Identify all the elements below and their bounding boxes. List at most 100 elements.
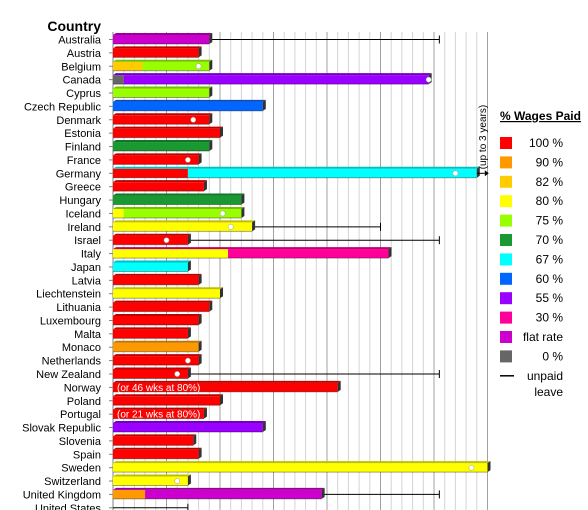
bar-segment [113, 235, 188, 245]
country-row: Norway (or 46 wks at 80%) [64, 380, 341, 394]
bar-side-face [209, 86, 213, 98]
bar-top-face [113, 140, 213, 143]
bar-segment [113, 155, 199, 165]
bar-side-face [262, 421, 266, 433]
legend-label: leave [534, 385, 563, 399]
bar-side-face [193, 434, 197, 446]
legend-swatch [500, 272, 512, 285]
bar-segment [113, 342, 199, 352]
bar-top-face [113, 126, 223, 129]
country-row: Canada [62, 73, 432, 87]
legend-swatch [500, 350, 512, 363]
marker-dot [163, 237, 170, 244]
country-label: Israel [74, 235, 101, 247]
country-row: Latvia [72, 273, 202, 287]
country-label: Sweden [61, 463, 101, 475]
legend-label: flat rate [523, 330, 563, 344]
bar-segment [113, 75, 124, 85]
bar-segment [228, 249, 389, 259]
bar-top-face [113, 86, 213, 89]
marker-dot [185, 357, 191, 364]
legend-item: 75 % [500, 214, 563, 228]
country-label: Finland [65, 142, 101, 154]
country-label: Liechtenstein [36, 289, 101, 301]
bar-side-face [209, 59, 213, 71]
legend-label: 82 % [536, 175, 564, 189]
bar-segment [113, 262, 188, 272]
bar-segment [113, 115, 210, 125]
country-row: Spain [73, 447, 202, 461]
country-label: Slovenia [59, 436, 102, 448]
bar-note-label: (or 21 wks at 80%) [117, 410, 200, 421]
country-row: Iceland [66, 206, 245, 220]
country-label: France [67, 155, 101, 167]
legend-label: 30 % [536, 311, 564, 325]
bar-top-face [113, 380, 341, 383]
country-label: Japan [71, 262, 101, 274]
legend-swatch [500, 253, 512, 266]
bar-segment [113, 48, 199, 58]
annotation-label: (up to 3 years) [478, 105, 489, 169]
country-row: Cyprus [66, 86, 213, 100]
legend-item: 90 % [500, 155, 563, 169]
bar-top-face [113, 300, 213, 303]
country-row: Italy [81, 247, 392, 261]
country-label: Italy [81, 249, 102, 261]
country-row: Portugal (or 21 wks at 80%) [60, 407, 207, 421]
bar-segment [113, 289, 220, 299]
bar-segment [113, 168, 188, 178]
bar-segment [113, 423, 263, 433]
legend-label: 100 % [529, 136, 563, 150]
legend-item: 55 % [500, 291, 563, 305]
legend-title: % Wages Paid [500, 109, 581, 123]
bar-top-face [113, 206, 245, 209]
legend-item: 100 % [500, 136, 563, 150]
bar-segment [113, 61, 143, 71]
country-row: Finland [65, 140, 213, 154]
country-label: Spain [73, 449, 101, 461]
marker-dot [452, 170, 459, 177]
marker-dot [219, 210, 226, 217]
legend-item: 70 % [500, 233, 563, 247]
legend-item: 80 % [500, 194, 563, 208]
bar-segment [113, 35, 210, 44]
legend-label: 75 % [536, 214, 564, 228]
country-row: Greece [65, 180, 207, 194]
bar-side-face [203, 180, 207, 192]
country-row: Switzerland [44, 474, 191, 488]
country-row: Monaco [62, 340, 202, 354]
bar-top-face [113, 487, 325, 490]
country-row: Australia [58, 33, 440, 47]
legend-label: 55 % [536, 291, 564, 305]
legend-swatch [500, 156, 512, 169]
country-label: Monaco [62, 342, 101, 354]
bar-side-face [187, 367, 191, 379]
country-row: Austria [67, 46, 202, 60]
bar-segment [113, 489, 146, 499]
legend-item: unpaid leave [500, 369, 563, 399]
country-row: Denmark [56, 113, 213, 127]
bar-side-face [198, 313, 202, 325]
bar-side-face [187, 260, 191, 272]
bar-segment [113, 329, 188, 339]
legend-item: 30 % [500, 311, 563, 325]
bar-top-face [113, 447, 202, 450]
bar-top-face [113, 354, 202, 357]
bar-side-face [198, 340, 202, 352]
bar-segment [113, 436, 194, 446]
marker-dot [195, 63, 202, 70]
country-label: Portugal [60, 409, 101, 421]
bar-top-face [113, 166, 480, 169]
country-row: Liechtenstein [36, 287, 223, 301]
bar-top-face [113, 313, 202, 316]
legend: % Wages Paid 100 % 90 % 82 % 80 % 75 % 70 % 67… [500, 109, 581, 399]
bar-side-face [476, 166, 480, 178]
bar-side-face [209, 113, 213, 125]
bar-segment [123, 75, 429, 85]
country-row: Slovenia [59, 434, 197, 448]
bar-segment [123, 208, 242, 218]
country-label: Denmark [56, 115, 101, 127]
bar-side-face [187, 327, 191, 339]
country-label: Malta [74, 329, 102, 341]
